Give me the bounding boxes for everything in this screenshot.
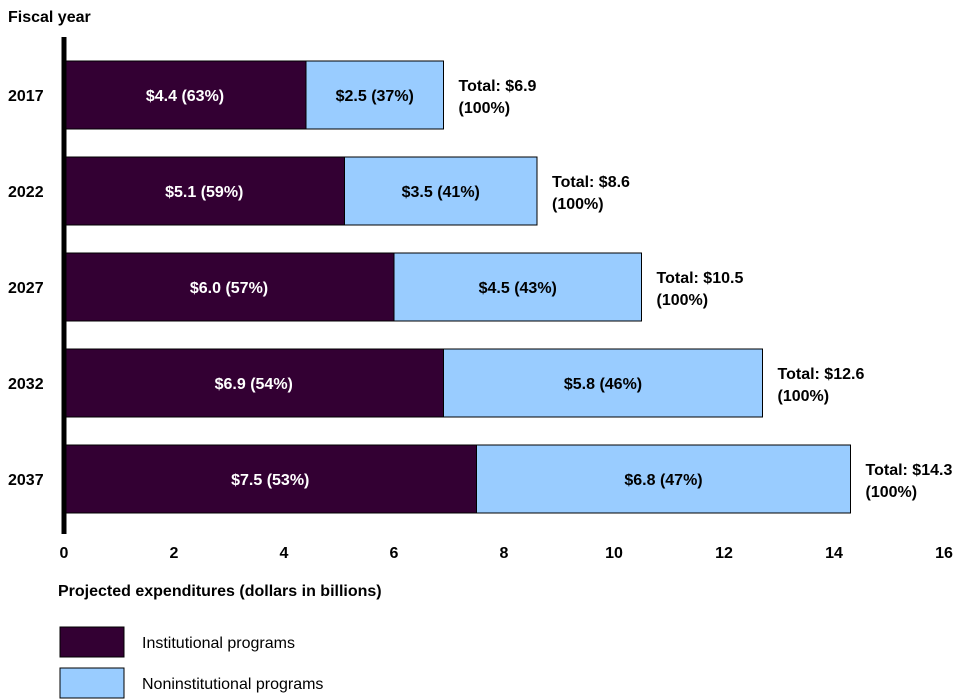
bars-group: $4.4 (63%) $2.5 (37%) Total: $6.9 (100%) $5.… bbox=[63, 60, 953, 514]
legend: Institutional programs Noninstitutional p… bbox=[59, 626, 323, 699]
total-label: Total: $10.5 (100%) bbox=[657, 270, 744, 309]
bar-segment-institutional-2022 bbox=[63, 156, 345, 226]
legend-label: Institutional programs bbox=[142, 635, 295, 652]
bar-segment-noninstitutional-2037 bbox=[476, 444, 851, 514]
x-tick-label: 12 bbox=[715, 545, 733, 562]
total-label: Total: $8.6 (100%) bbox=[552, 174, 630, 213]
x-tick-label: 0 bbox=[60, 545, 69, 562]
data-label: $5.1 (59%) bbox=[165, 184, 243, 201]
x-tick-label: 2 bbox=[170, 545, 179, 562]
y-axis: 2017 2022 2027 2032 2037 bbox=[8, 37, 67, 534]
data-label: $7.5 (53%) bbox=[231, 472, 309, 489]
bar-segment-noninstitutional-2027 bbox=[393, 252, 642, 322]
x-tick-label: 10 bbox=[605, 545, 623, 562]
total-label: Total: $6.9 (100%) bbox=[459, 78, 537, 117]
x-tick-label: 8 bbox=[500, 545, 509, 562]
bar-segment-noninstitutional-2032 bbox=[443, 348, 763, 418]
legend-swatch bbox=[59, 626, 125, 658]
data-label: $2.5 (37%) bbox=[336, 88, 414, 105]
data-label: $6.8 (47%) bbox=[624, 472, 702, 489]
bar-segment-institutional-2027 bbox=[63, 252, 395, 322]
category-label: 2022 bbox=[8, 184, 44, 201]
bar-segment-institutional-2032 bbox=[63, 348, 444, 418]
data-label: $4.4 (63%) bbox=[146, 88, 224, 105]
x-axis-title: Projected expenditures (dollars in billi… bbox=[58, 583, 382, 600]
x-tick-label: 4 bbox=[280, 545, 289, 562]
bar-segment-noninstitutional-2017 bbox=[305, 60, 444, 130]
y-axis-title: Fiscal year bbox=[8, 9, 91, 26]
category-label: 2032 bbox=[8, 376, 44, 393]
data-label: $4.5 (43%) bbox=[479, 280, 557, 297]
x-tick-label: 16 bbox=[935, 545, 953, 562]
total-label: Total: $14.3 (100%) bbox=[866, 462, 953, 501]
category-label: 2027 bbox=[8, 280, 44, 297]
x-tick-label: 6 bbox=[390, 545, 399, 562]
data-label: $5.8 (46%) bbox=[564, 376, 642, 393]
bar-segment-institutional-2017 bbox=[63, 60, 307, 130]
data-label: $6.9 (54%) bbox=[215, 376, 293, 393]
total-label: Total: $12.6 (100%) bbox=[778, 366, 865, 405]
data-label: $3.5 (41%) bbox=[402, 184, 480, 201]
data-label: $6.0 (57%) bbox=[190, 280, 268, 297]
x-axis-ticks: 0 2 4 6 8 10 12 14 16 bbox=[60, 545, 953, 562]
legend-label: Noninstitutional programs bbox=[142, 676, 323, 693]
legend-swatch bbox=[59, 667, 125, 699]
x-tick-label: 14 bbox=[825, 545, 843, 562]
category-label: 2037 bbox=[8, 472, 44, 489]
bar-segment-noninstitutional-2022 bbox=[344, 156, 538, 226]
category-label: 2017 bbox=[8, 88, 44, 105]
